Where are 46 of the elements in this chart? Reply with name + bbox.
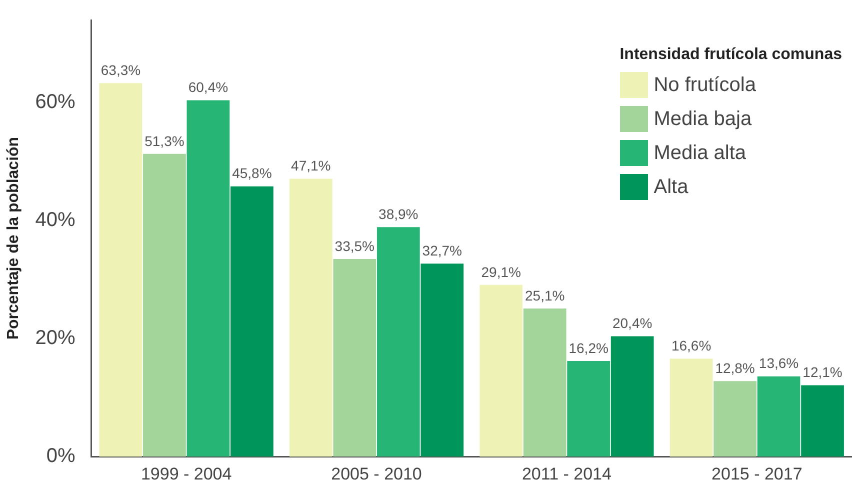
legend-title: Intensidad frutícola comunas [620, 46, 842, 64]
data-label: 45,8% [232, 165, 272, 182]
y-tick-label: 40% [35, 209, 76, 232]
legend-label: Media baja [654, 108, 752, 130]
bar [186, 100, 230, 457]
bar [99, 83, 142, 457]
bar [230, 186, 274, 457]
data-label: 47,1% [291, 158, 331, 174]
bar [757, 376, 800, 457]
bar [567, 361, 610, 457]
bar [670, 358, 713, 457]
x-tick-label: 2015 - 2017 [712, 464, 802, 484]
bar [376, 227, 420, 457]
bar [420, 264, 464, 457]
data-label: 25,1% [524, 287, 565, 304]
data-label: 32,7% [422, 242, 462, 259]
bar [714, 381, 756, 457]
data-label: 16,6% [671, 338, 712, 354]
bar [610, 336, 654, 457]
data-label: 29,1% [481, 264, 521, 280]
data-label: 33,5% [334, 238, 374, 254]
y-axis-title: Porcentaje de la población [5, 136, 22, 340]
data-label: 51,3% [144, 132, 184, 149]
y-tick-label: 60% [35, 91, 76, 114]
data-label: 38,9% [378, 206, 418, 222]
data-label: 60,4% [188, 79, 228, 96]
bar [801, 385, 844, 457]
legend-label: No frutícola [654, 74, 756, 96]
bar [143, 154, 186, 457]
data-label: 12,1% [802, 364, 842, 380]
data-label: 20,4% [612, 315, 652, 332]
bar [333, 258, 376, 457]
data-label: 12,8% [715, 360, 755, 376]
x-tick-label: 2011 - 2014 [522, 464, 612, 484]
x-tick-label: 2005 - 2010 [331, 464, 422, 484]
data-label: 63,3% [100, 62, 141, 78]
x-tick-label: 1999 - 2004 [140, 464, 232, 484]
data-label: 13,6% [758, 355, 799, 372]
bar [480, 284, 523, 457]
legend-label: Alta [654, 176, 688, 198]
bar [289, 178, 332, 457]
legend-label: Media alta [654, 142, 746, 164]
y-tick-label: 20% [35, 327, 76, 350]
data-label: 16,2% [568, 340, 608, 356]
bar [523, 308, 566, 457]
y-tick-label: 0% [46, 445, 76, 468]
